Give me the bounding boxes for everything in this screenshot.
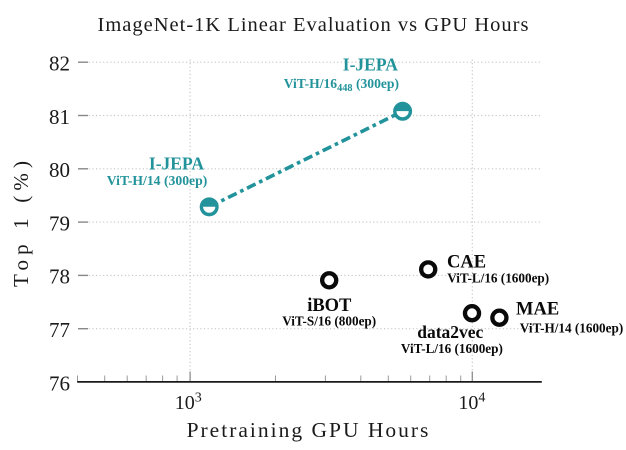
svg-text:79: 79 bbox=[49, 211, 70, 235]
svg-text:MAE: MAE bbox=[516, 300, 559, 320]
svg-text:I-JEPA: I-JEPA bbox=[343, 55, 398, 75]
svg-text:104: 104 bbox=[458, 391, 485, 415]
svg-text:82: 82 bbox=[49, 52, 70, 76]
svg-text:81: 81 bbox=[49, 105, 70, 129]
svg-text:76: 76 bbox=[49, 371, 70, 395]
svg-text:ViT-L/16 (1600ep): ViT-L/16 (1600ep) bbox=[401, 341, 503, 356]
svg-text:ViT-S/16 (800ep): ViT-S/16 (800ep) bbox=[282, 313, 376, 328]
svg-text:77: 77 bbox=[49, 318, 70, 342]
svg-text:Top 1 (%): Top 1 (%) bbox=[9, 161, 33, 287]
svg-text:ViT-H/16448 (300ep): ViT-H/16448 (300ep) bbox=[284, 76, 399, 94]
svg-text:ViT-H/14 (300ep): ViT-H/14 (300ep) bbox=[107, 173, 208, 189]
svg-text:ViT-L/16 (1600ep): ViT-L/16 (1600ep) bbox=[447, 270, 549, 285]
svg-text:103: 103 bbox=[175, 391, 202, 415]
svg-text:78: 78 bbox=[49, 265, 70, 289]
svg-text:data2vec: data2vec bbox=[417, 322, 483, 342]
svg-text:iBOT: iBOT bbox=[307, 296, 352, 316]
svg-text:ImageNet-1K Linear Evaluation: ImageNet-1K Linear Evaluation vs GPU Hou… bbox=[98, 14, 530, 36]
svg-text:CAE: CAE bbox=[447, 252, 486, 272]
svg-text:ViT-H/14 (1600ep): ViT-H/14 (1600ep) bbox=[520, 321, 623, 336]
svg-text:80: 80 bbox=[49, 158, 70, 182]
svg-text:Pretraining GPU Hours: Pretraining GPU Hours bbox=[187, 418, 431, 442]
svg-text:I-JEPA: I-JEPA bbox=[149, 154, 204, 174]
